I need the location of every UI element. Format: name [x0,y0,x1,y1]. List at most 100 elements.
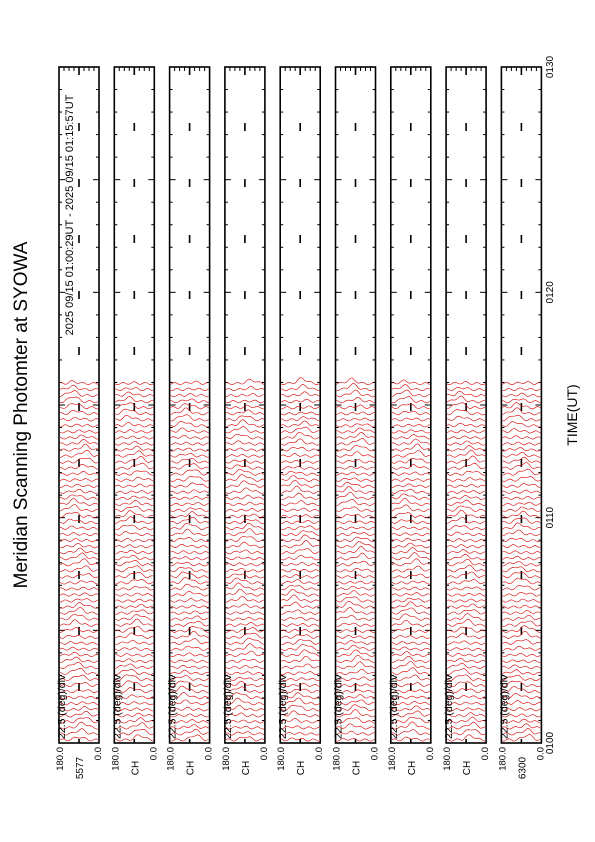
scan-trace [336,481,375,488]
scan-trace [115,554,154,561]
scan-trace [225,536,264,542]
scan-trace [225,725,264,730]
scan-trace [391,573,430,579]
scan-trace [225,447,264,452]
scan-trace [281,554,320,561]
scan-trace [446,429,486,434]
scan-trace [115,441,154,446]
scan-trace [115,722,154,730]
channel-label: CH [352,761,363,775]
scan-trace [336,607,375,615]
scan-trace [225,487,265,494]
scan-trace [447,579,486,585]
scan-trace [336,694,375,700]
scan-trace [336,389,375,398]
scan-trace [447,681,486,687]
scan-trace [446,695,486,700]
scan-trace [446,613,486,621]
scan-trace [502,625,541,633]
scan-trace [225,409,265,416]
scan-trace [502,550,541,555]
scan-trace [170,414,209,422]
scan-trace [225,494,265,500]
scan-trace [446,531,486,537]
scan-trace [115,505,154,512]
scan-trace [336,541,375,549]
scale-label: 22.5 (deg)/div [333,674,345,739]
scan-trace [281,704,320,712]
scan-trace [170,457,209,464]
scan-trace [391,504,430,512]
scan-trace [225,643,265,651]
scan-trace [115,455,154,464]
panel-3: 22.5 (deg)/div 180.0 0.0 CH [166,66,215,775]
scan-trace [115,674,154,682]
scan-trace [281,453,320,458]
scan-trace [336,520,375,524]
scan-trace [447,477,486,482]
scan-trace [115,476,154,482]
scan-trace [59,417,99,422]
scan-trace [59,607,99,615]
scan-trace [447,598,486,603]
scan-trace [336,531,375,537]
scale-label: 22.5 (deg)/div [388,674,400,739]
scan-trace [170,516,209,524]
scan-trace [115,429,154,434]
scan-trace [336,404,375,410]
scan-trace [59,558,99,567]
scan-trace [336,491,375,500]
scan-trace [336,465,375,470]
scan-trace [59,651,99,657]
scan-trace [170,469,209,476]
scan-trace [447,721,486,730]
scan-trace [502,501,541,506]
scan-trace [59,483,99,488]
scan-trace [502,591,541,597]
scan-trace [170,713,209,718]
scan-trace [115,663,154,669]
scan-trace [446,647,486,651]
scan-trace [281,561,320,567]
scan-trace [170,420,209,428]
scan-trace [170,659,209,663]
scan-trace [336,655,375,663]
scan-trace [336,622,375,627]
scan-trace [502,421,541,428]
scan-trace [502,456,541,464]
channel-label: CH [241,761,252,775]
scan-trace [502,496,541,500]
scan-trace [281,677,320,682]
scan-trace [115,639,154,645]
scan-trace [225,622,264,627]
scan-trace [170,441,209,446]
y-top-label: 180.0 [332,747,343,771]
scan-trace [115,614,154,621]
scan-trace [336,438,375,446]
scan-trace [115,734,154,742]
scan-trace [281,534,320,543]
scan-trace [336,723,375,730]
panel-2: 22.5 (deg)/div 180.0 0.0 CH [110,66,159,775]
scan-trace [447,435,486,440]
scan-trace [336,506,375,512]
scan-trace [170,550,209,555]
scan-trace [391,526,430,530]
scan-trace [115,609,154,615]
scan-trace [115,560,154,567]
scan-trace [170,398,209,404]
scan-trace [281,384,320,392]
scan-trace [502,483,541,488]
scan-trace [115,435,154,440]
scan-trace [59,538,99,543]
scan-trace [115,701,154,706]
scan-trace [336,574,375,579]
scan-trace [502,506,541,512]
scan-trace [225,692,264,700]
scan-trace [336,471,375,476]
scan-trace [225,426,265,434]
scan-trace [59,488,99,494]
scan-trace [502,566,541,573]
scan-trace [391,651,430,657]
